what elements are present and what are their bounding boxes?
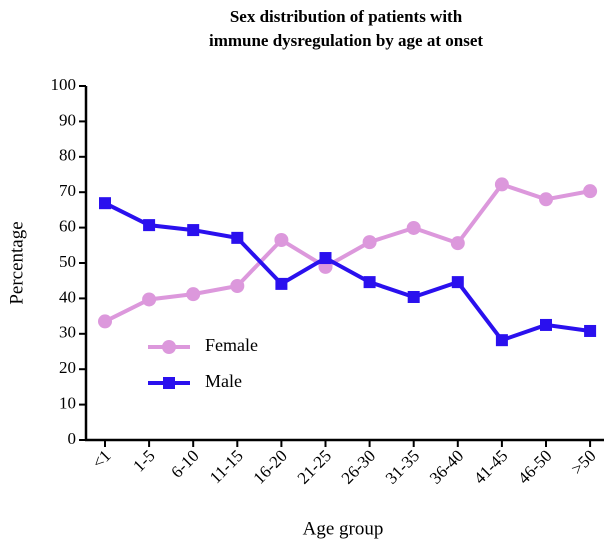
x-tick-label: 36-40 xyxy=(426,446,467,487)
y-tick-label: 90 xyxy=(59,110,76,129)
x-tick-label: 16-20 xyxy=(250,446,291,487)
data-point xyxy=(540,318,552,331)
legend-label: Male xyxy=(205,371,242,391)
data-point xyxy=(98,314,112,329)
data-point xyxy=(187,224,200,237)
x-tick-label: 6-10 xyxy=(167,446,202,481)
data-point xyxy=(583,184,598,199)
x-tick-label: 41-45 xyxy=(470,446,511,487)
series-line xyxy=(104,201,591,343)
data-point xyxy=(186,287,201,302)
data-point xyxy=(494,177,509,192)
data-point xyxy=(143,219,156,232)
y-tick-label: 10 xyxy=(59,394,76,413)
x-tick-label: 1-5 xyxy=(129,446,158,475)
data-point xyxy=(275,277,288,290)
x-tick-label: 31-35 xyxy=(382,446,423,487)
x-axis-title: Age group xyxy=(303,518,384,539)
data-point xyxy=(406,220,421,235)
x-tick-label: 46-50 xyxy=(514,446,555,487)
legend-marker xyxy=(163,377,175,389)
x-tick-label: 21-25 xyxy=(294,446,335,487)
data-point xyxy=(274,232,289,247)
series-line xyxy=(104,182,591,324)
x-tick-label: <1 xyxy=(88,446,114,472)
x-tick-label: >50 xyxy=(567,446,599,478)
data-point xyxy=(362,235,377,250)
data-point xyxy=(363,276,376,289)
x-tick-label: 26-30 xyxy=(338,446,379,487)
data-point xyxy=(539,192,553,207)
legend-label: Female xyxy=(205,335,258,355)
data-point xyxy=(584,324,597,337)
y-tick-label: 60 xyxy=(59,217,76,236)
y-tick-label: 40 xyxy=(59,287,76,306)
data-point xyxy=(230,279,245,294)
y-tick-label: 50 xyxy=(59,252,76,271)
y-tick-label: 30 xyxy=(59,323,76,342)
data-point xyxy=(495,334,508,347)
data-point xyxy=(451,276,464,289)
y-tick-label: 100 xyxy=(51,75,77,94)
data-point xyxy=(407,290,420,303)
y-tick-label: 20 xyxy=(59,358,76,377)
x-tick-label: 11-15 xyxy=(206,446,247,487)
y-axis-title: Percentage xyxy=(6,221,27,304)
chart-title: Sex distribution of patients with xyxy=(230,7,463,26)
legend-marker xyxy=(162,340,176,354)
y-tick-label: 70 xyxy=(59,181,76,200)
data-point xyxy=(450,236,465,251)
data-point xyxy=(231,231,244,244)
chart-title: immune dysregulation by age at onset xyxy=(209,31,483,50)
y-tick-label: 80 xyxy=(59,146,76,165)
data-point xyxy=(142,292,157,307)
data-point xyxy=(319,252,332,265)
y-tick-label: 0 xyxy=(68,429,77,448)
data-point xyxy=(99,197,111,210)
